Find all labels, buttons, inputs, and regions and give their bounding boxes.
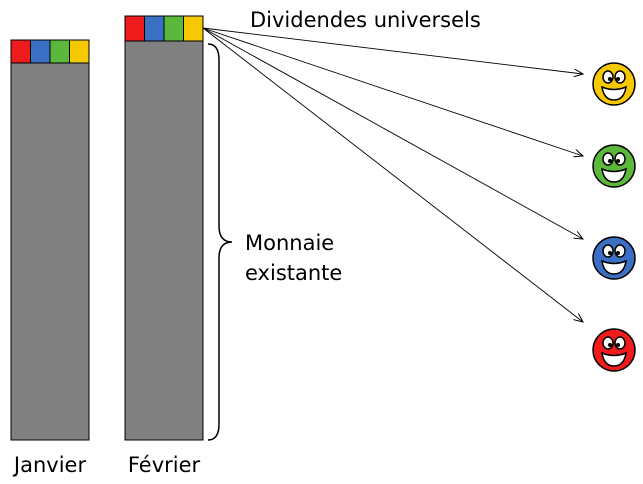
bar-label: Février xyxy=(128,453,201,477)
bar-fevrier xyxy=(124,15,204,441)
smiley-yellow xyxy=(592,62,636,106)
existing-label: existante xyxy=(245,261,342,285)
dividends-label: Dividendes universels xyxy=(250,8,481,32)
brace xyxy=(207,43,233,441)
smiley-green xyxy=(592,144,636,188)
existing-label: Monnaie xyxy=(245,231,334,255)
smiley-blue xyxy=(592,236,636,280)
arrows xyxy=(202,27,583,322)
bar-janvier xyxy=(10,39,90,441)
bar-label: Janvier xyxy=(12,453,87,477)
smiley-red xyxy=(592,328,636,372)
